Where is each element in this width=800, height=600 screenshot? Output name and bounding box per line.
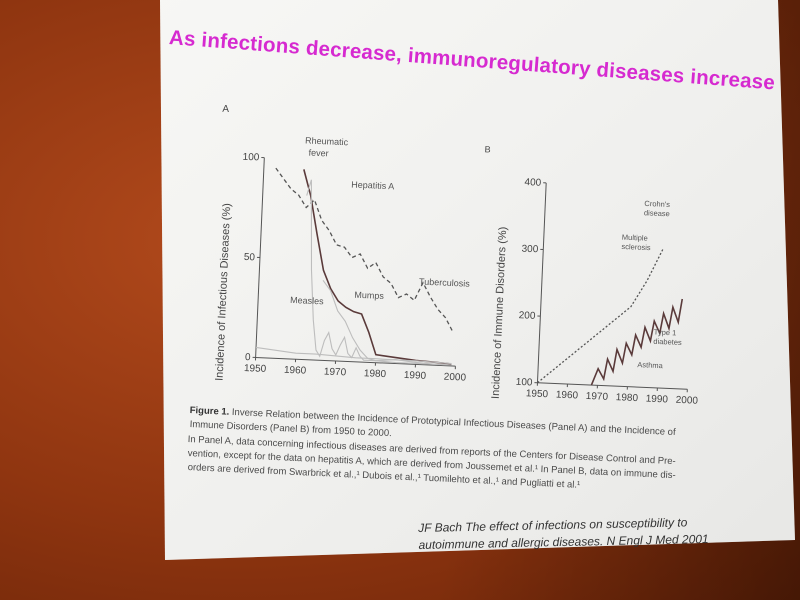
y-tick-label: 300	[521, 244, 539, 256]
series-line-rheumatic-fever	[303, 169, 452, 365]
series-annotation-label: Crohn's	[644, 199, 670, 209]
x-axis-line	[255, 356, 456, 367]
series-line-hepatitis-a	[275, 167, 454, 333]
series-annotation-label: Measles	[290, 295, 324, 306]
series-line-multiple-sclerosis	[537, 247, 665, 384]
series-annotation-label: Hepatitis A	[351, 179, 394, 191]
x-tick-label: 2000	[675, 395, 698, 407]
panel-b-series	[537, 247, 684, 386]
chart-panel-a: A Incidence of Infectious Diseases (%) 1…	[214, 104, 471, 384]
x-tick-label: 1990	[404, 370, 427, 382]
series-annotation-label: fever	[308, 148, 328, 159]
series-annotation-label: Asthma	[637, 360, 664, 370]
x-tick-label: 1960	[284, 365, 307, 377]
y-tick-label: 50	[244, 252, 256, 263]
series-annotation-label: diabetes	[653, 337, 682, 347]
x-tick-label: 1950	[526, 388, 549, 400]
y-tick-label: 0	[245, 352, 251, 363]
x-tick-label: 1980	[616, 392, 639, 404]
series-line-measles	[306, 179, 452, 366]
series-annotation-label: Type 1	[654, 327, 677, 337]
panel-a-y-axis-label: Incidence of Infectious Diseases (%)	[214, 203, 234, 381]
panel-a-label: A	[222, 104, 229, 115]
y-tick-label: 100	[242, 152, 260, 164]
figure-caption-label: Figure 1.	[189, 404, 230, 418]
x-axis-line	[537, 382, 688, 390]
series-annotation-label: Mumps	[354, 290, 384, 301]
series-annotation-label: Multiple	[622, 233, 648, 243]
panel-b-axes: 1950 1960 1970 1980 1990 2000 100 200 300 400	[516, 177, 699, 407]
chart-panel-b: B Incidence of Immune Disorders (%) 1950…	[484, 144, 699, 407]
panel-a-series	[255, 167, 454, 366]
series-line-mumps	[322, 280, 452, 366]
y-tick-label: 100	[516, 377, 534, 389]
panel-b-label: B	[484, 144, 490, 154]
x-tick-label: 1980	[364, 368, 387, 380]
citation: JF Bach The effect of infections on susc…	[418, 513, 759, 554]
series-annotation-label: Tuberculosis	[419, 277, 471, 289]
x-tick-label: 1950	[244, 363, 267, 375]
x-tick-label: 1970	[324, 366, 347, 378]
series-annotation-label: sclerosis	[621, 242, 651, 252]
panel-a-axes: 1950 1960 1970 1980 1990 2000 0 50 100	[242, 152, 467, 384]
x-tick-label: 1970	[586, 391, 609, 403]
x-tick-label: 2000	[444, 372, 467, 384]
series-line-tuberculosis	[255, 346, 452, 365]
x-tick-label: 1990	[645, 393, 668, 405]
panel-b-y-axis-label: Incidence of Immune Disorders (%)	[490, 226, 510, 399]
y-tick-label: 400	[524, 177, 542, 189]
series-line-type-1-diabetes	[590, 298, 684, 386]
series-annotation-label: disease	[644, 208, 670, 218]
y-tick-label: 200	[518, 310, 536, 322]
series-annotation-label: Rheumatic	[305, 135, 349, 147]
x-tick-label: 1960	[556, 390, 579, 402]
y-axis-line	[536, 182, 547, 383]
